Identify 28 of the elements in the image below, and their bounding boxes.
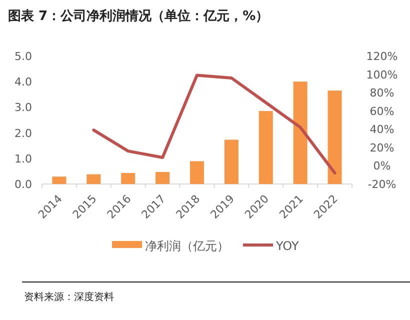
y-tick-label: 0.0 [14, 178, 32, 191]
bar [258, 111, 273, 184]
line-series [92, 74, 336, 175]
y2-tick-label: 0% [373, 160, 391, 173]
bar [121, 172, 136, 184]
bar [293, 82, 308, 184]
y-tick-label: 5.0 [14, 50, 32, 63]
y2-tick-label: -20% [368, 178, 396, 191]
y2-tick-label: 100% [366, 68, 398, 82]
text: 资料来源：深度资料 [24, 291, 114, 303]
bar [86, 174, 101, 184]
y-tick-label: 3.0 [14, 101, 32, 114]
y2-tick-label: 20% [370, 141, 394, 154]
legend-label: YOY [275, 239, 300, 253]
bar [224, 140, 238, 184]
y2-tick-label: 80% [370, 86, 394, 100]
bar [52, 176, 66, 184]
bar [156, 172, 170, 184]
y2-tick-label: 120% [366, 50, 398, 63]
y-tick-label: 1.0 [14, 152, 32, 166]
y2-tick-label: 40% [370, 123, 394, 136]
legend-label: 净利润（亿元） [145, 239, 229, 253]
bar [190, 161, 204, 184]
bar [328, 90, 342, 184]
y2-tick-label: 60% [370, 104, 394, 118]
y-tick-label: 4.0 [14, 76, 32, 89]
chart-title: 图表 7：公司净利润情况（单位：亿元，%） [8, 8, 269, 24]
y-tick-label: 2.0 [14, 126, 32, 140]
